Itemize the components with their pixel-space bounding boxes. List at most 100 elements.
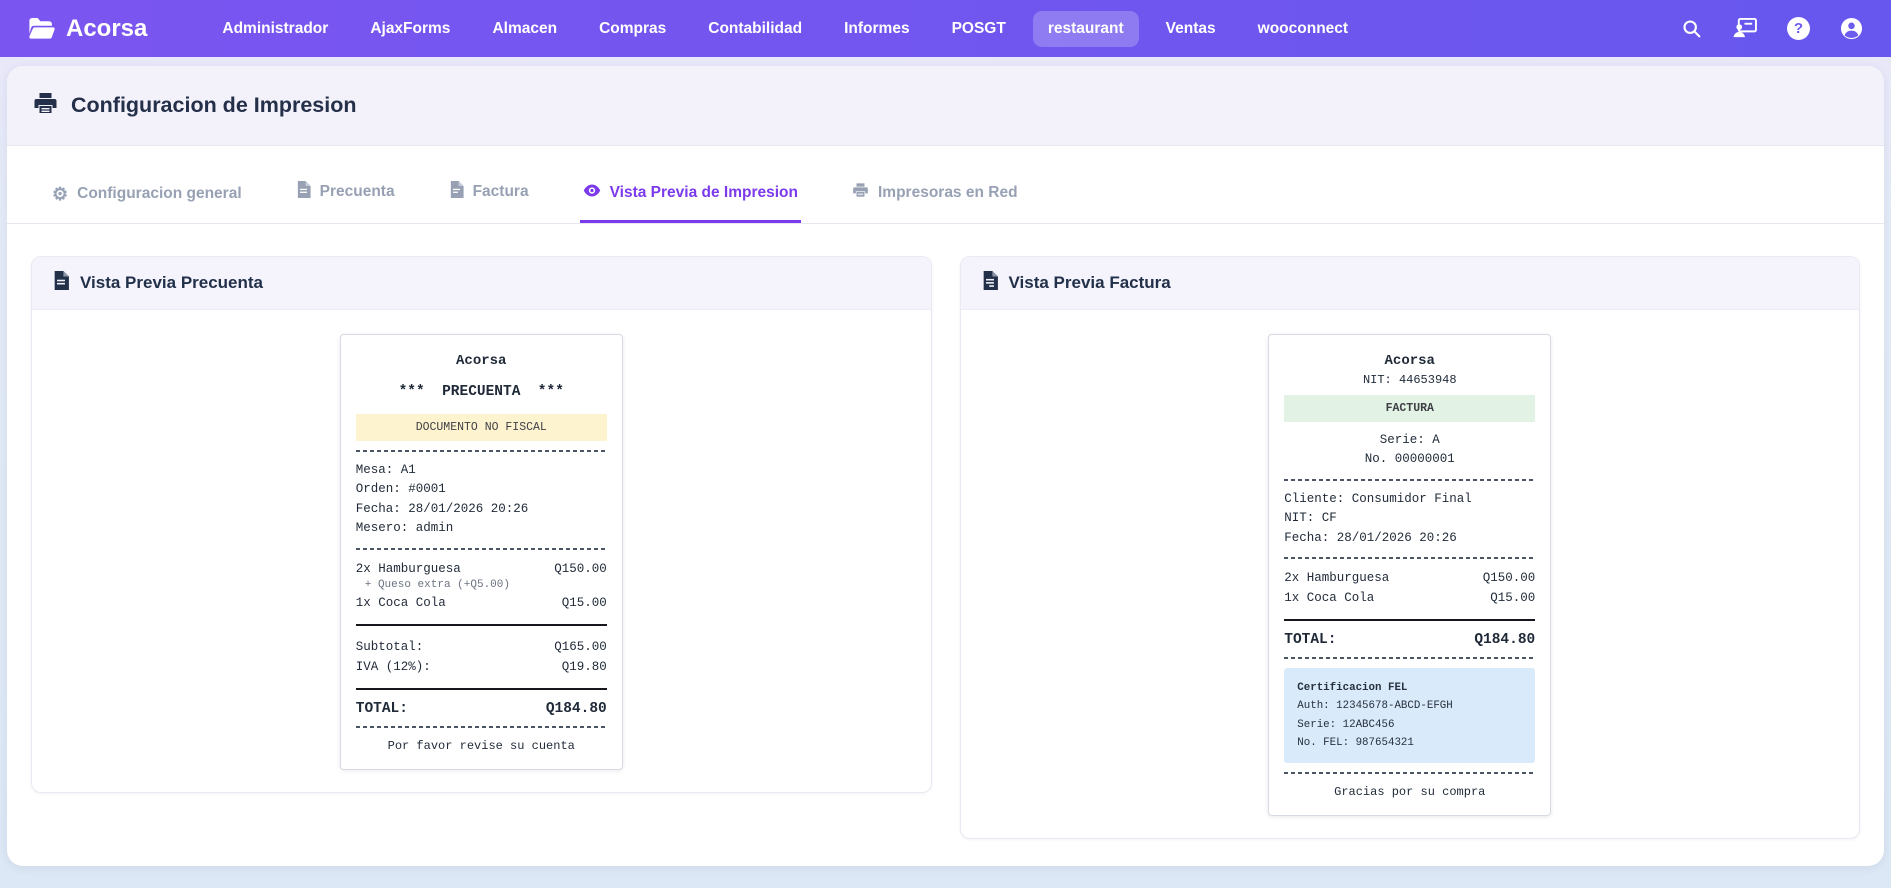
fel-serie-line: Serie: 12ABC456 — [1297, 718, 1395, 731]
panel-precuenta-header: Vista Previa Precuenta — [32, 257, 931, 310]
item-name: 1x Coca Cola — [355, 595, 446, 610]
nav-item-ventas[interactable]: Ventas — [1165, 19, 1216, 37]
tab-configuracion-general[interactable]: ⚙ Configuracion general — [49, 170, 245, 223]
receipt-info-line: Fecha: 28/01/2026 20:26 — [355, 501, 529, 516]
navbar-actions: ? — [1681, 17, 1863, 40]
item-price: Q150.00 — [554, 561, 607, 576]
receipt-footer-message: Por favor revise su cuenta — [387, 738, 575, 753]
solid-divider — [355, 687, 607, 690]
fel-number-line: No. FEL: 987654321 — [1297, 736, 1414, 749]
subtotal-label: Subtotal: — [355, 639, 424, 654]
file-icon — [53, 271, 69, 295]
receipt-serie: Serie: A — [1379, 433, 1440, 447]
precuenta-receipt: Acorsa *** PRECUENTA *** DOCUMENTO NO FI… — [339, 334, 623, 770]
tab-vista-previa[interactable]: Vista Previa de Impresion — [579, 168, 801, 223]
tab-label: Vista Previa de Impresion — [609, 184, 798, 201]
panel-factura-body: Acorsa NIT: 44653948 FACTURA Serie: A No… — [961, 310, 1860, 838]
iva-value: Q19.80 — [561, 659, 607, 674]
iva-label: IVA (12%): — [355, 659, 431, 674]
printer-icon — [33, 91, 58, 120]
dashed-divider — [355, 450, 607, 452]
action-bar: ← Volver Guardar — [7, 839, 1884, 866]
fel-title: Certificacion FEL — [1297, 681, 1408, 694]
item-name: 1x Coca Cola — [1284, 590, 1375, 605]
tab-label: Impresoras en Red — [877, 183, 1018, 201]
eye-icon — [583, 183, 601, 203]
dashed-divider — [1284, 556, 1536, 559]
dashed-divider — [355, 725, 607, 728]
receipt-store-name: Acorsa — [456, 353, 507, 369]
receipt-info-line: NIT: CF — [1284, 511, 1337, 526]
file-icon — [296, 181, 311, 203]
factura-receipt: Acorsa NIT: 44653948 FACTURA Serie: A No… — [1268, 334, 1552, 817]
receipt-info-line: Fecha: 28/01/2026 20:26 — [1284, 530, 1457, 545]
panel-factura: Vista Previa Factura Acorsa NIT: 4465394… — [959, 256, 1860, 840]
receipt-store-name: Acorsa — [1384, 353, 1435, 369]
help-glyph: ? — [1787, 17, 1810, 40]
nav-item-posgt[interactable]: POSGT — [951, 19, 1006, 37]
tab-precuenta[interactable]: Precuenta — [293, 166, 398, 223]
help-icon[interactable]: ? — [1787, 17, 1810, 40]
subtotal-row: Subtotal: Q165.00 — [356, 637, 607, 657]
total-row: TOTAL: Q184.80 — [356, 701, 607, 717]
iva-row: IVA (12%): Q19.80 — [356, 657, 607, 677]
search-icon[interactable] — [1681, 18, 1702, 39]
gear-icon: ⚙ — [52, 184, 69, 204]
solid-divider — [355, 623, 607, 626]
page-header: Configuracion de Impresion — [7, 66, 1884, 146]
top-navbar: Acorsa Administrador AjaxForms Almacen C… — [0, 0, 1891, 57]
fel-certification-box: Certificacion FEL Auth: 12345678-ABCD-EF… — [1284, 667, 1536, 764]
total-label: TOTAL: — [355, 700, 408, 717]
panel-precuenta-body: Acorsa *** PRECUENTA *** DOCUMENTO NO FI… — [32, 310, 931, 792]
receipt-footer-message: Gracias por su compra — [1334, 785, 1486, 800]
tab-impresoras-en-red[interactable]: Impresoras en Red — [849, 167, 1021, 223]
dashed-divider — [1284, 478, 1536, 481]
total-row: TOTAL: Q184.80 — [1284, 632, 1535, 648]
main-card: Configuracion de Impresion ⚙ Configuraci… — [7, 66, 1884, 866]
item-name: 2x Hamburguesa — [355, 561, 461, 576]
tab-bar: ⚙ Configuracion general Precuenta Factur… — [7, 146, 1884, 224]
receipt-info-line: Cliente: Consumidor Final — [1284, 491, 1472, 506]
total-value: Q184.80 — [545, 700, 607, 717]
nav-item-almacen[interactable]: Almacen — [492, 19, 558, 37]
receipt-heading: *** PRECUENTA *** — [398, 384, 564, 400]
panel-factura-header: Vista Previa Factura — [960, 257, 1859, 310]
nav-item-informes[interactable]: Informes — [844, 19, 910, 37]
receipt-info-line: Orden: #0001 — [355, 482, 446, 497]
dashed-divider — [1284, 656, 1536, 659]
nav-item-wooconnect[interactable]: wooconnect — [1257, 19, 1349, 37]
subtotal-value: Q165.00 — [554, 639, 607, 654]
user-icon[interactable] — [1840, 17, 1863, 40]
panel-precuenta: Vista Previa Precuenta Acorsa *** PRECUE… — [31, 256, 932, 793]
item-name: 2x Hamburguesa — [1284, 570, 1390, 585]
item-price: Q150.00 — [1482, 570, 1536, 585]
tab-label: Configuracion general — [77, 185, 242, 202]
preview-panels: Vista Previa Precuenta Acorsa *** PRECUE… — [7, 224, 1884, 840]
receipt-item-row: 1x Coca Cola Q15.00 — [1284, 588, 1535, 608]
total-value: Q184.80 — [1474, 631, 1536, 648]
panel-title: Vista Previa Precuenta — [80, 273, 264, 292]
support-screen-icon[interactable] — [1732, 18, 1757, 39]
tab-factura[interactable]: Factura — [446, 166, 532, 223]
folder-icon — [28, 17, 55, 40]
nav-item-restaurant[interactable]: restaurant — [1032, 10, 1139, 47]
tab-label: Factura — [472, 183, 529, 200]
no-fiscal-badge: DOCUMENTO NO FISCAL — [355, 414, 607, 441]
receipt-number: No. 00000001 — [1364, 452, 1455, 467]
nav-item-compras[interactable]: Compras — [599, 19, 667, 37]
solid-divider — [1284, 618, 1536, 621]
factura-badge: FACTURA — [1284, 395, 1536, 422]
total-label: TOTAL: — [1284, 631, 1337, 648]
file-invoice-icon — [982, 271, 998, 295]
receipt-item-row: 1x Coca Cola Q15.00 — [356, 593, 607, 613]
nav-item-contabilidad[interactable]: Contabilidad — [708, 19, 803, 37]
nav-item-ajaxforms[interactable]: AjaxForms — [370, 19, 451, 37]
nav-item-administrador[interactable]: Administrador — [222, 19, 329, 37]
page-title: Configuracion de Impresion — [71, 93, 357, 117]
panel-title: Vista Previa Factura — [1008, 273, 1171, 292]
brand-logo[interactable]: Acorsa — [28, 15, 147, 43]
nav-menu: Administrador AjaxForms Almacen Compras … — [207, 10, 1363, 47]
receipt-info-line: Mesero: admin — [355, 521, 454, 536]
receipt-nit: NIT: 44653948 — [1362, 373, 1457, 387]
